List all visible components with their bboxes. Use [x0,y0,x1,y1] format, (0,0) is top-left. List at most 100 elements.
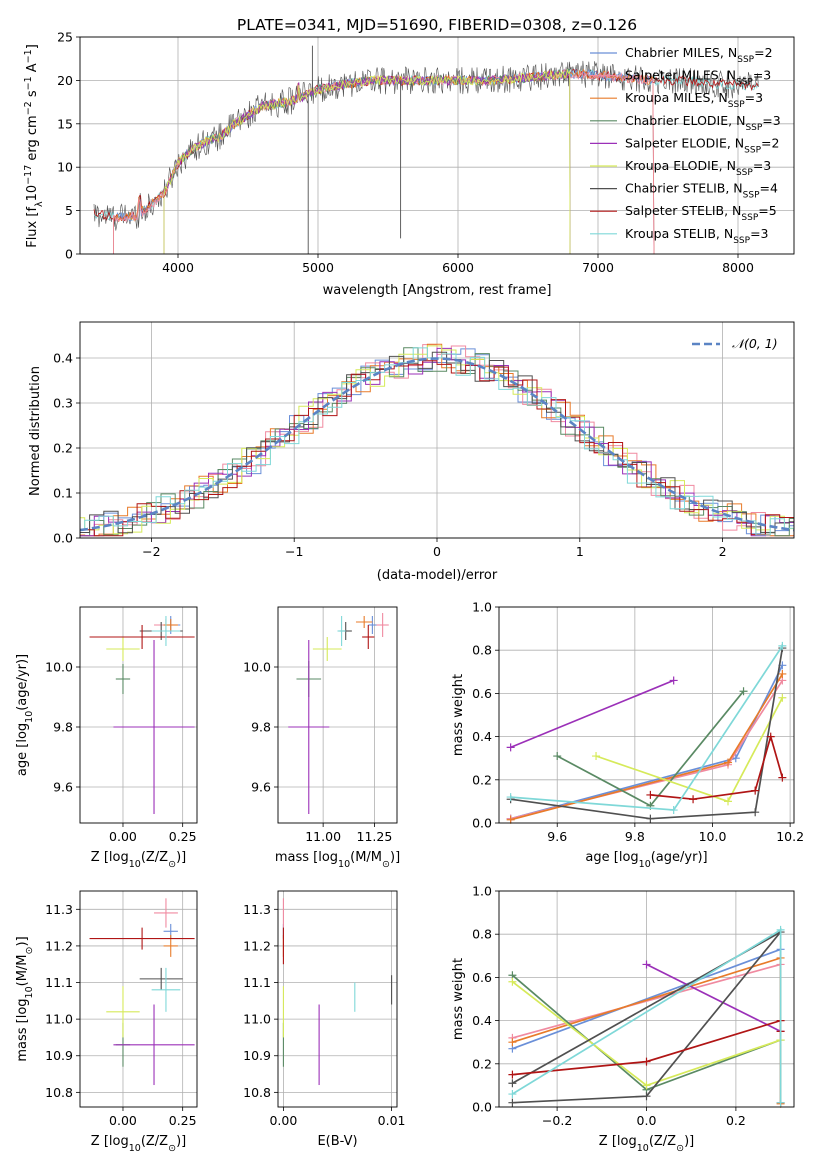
residuals-ylabel-text: Normed distribution [28,366,43,496]
weight-line [510,647,784,820]
weight-vs-Z-xlabel-part: (Z/Z [649,1134,676,1149]
legend-label: Chabrier ELODIE, NSSP=3 [625,113,781,133]
weight-marker [778,669,787,678]
legend-label: Salpeter MILES, NSSP=3 [625,68,771,88]
spectrum-ytick-label: 20 [57,73,73,88]
spectrum-ytick-label: 15 [57,116,73,131]
mass-vs-Z-frame [79,890,198,1108]
residual-histogram [80,347,794,536]
weight-marker [642,960,651,969]
residuals-ytick-label: 0.2 [53,441,73,456]
age-vs-mass-xlabel-part: mass [ [275,850,318,865]
mass-vs-EBV-ytick-label: 11.2 [243,938,271,953]
age-vs-Z-ytick-label: 9.6 [53,780,73,795]
legend-label-tail: =4 [760,181,778,196]
age-vs-mass-xlabel: mass [log10(M/M⊙)] [275,850,400,870]
residuals-xlabel: (data-model)/error [377,568,498,583]
plot-layer: 4000 5000 6000 7000 80000510152025wavelength… [15,30,804,1154]
legend-label-tail: =3 [745,90,763,105]
age-vs-Z-xlabel-part: )] [176,850,186,865]
spectrum-frame [79,36,795,255]
weight-vs-Z-ytick-label: 0.4 [472,1013,492,1028]
weight-vs-age-ytick-label: 1.0 [472,600,492,615]
spectrum-ytick-label: 10 [57,160,73,175]
spectrum-ytick-label: 0 [65,247,73,262]
mass-vs-Z-xlabel-part: log [109,1134,129,1149]
age-vs-mass-xlabel-part: (M/M [350,850,382,865]
mass-vs-Z-xlabel-part: ⊙ [168,1143,176,1154]
weight-marker [724,758,733,767]
legend-label-main: Salpeter MILES, N [625,68,736,83]
spectrum-ylabel-part: erg cm [25,115,40,164]
age-vs-Z-ylabel-part: 10 [24,711,35,723]
weight-marker [751,786,760,795]
legend-label: Kroupa ELODIE, NSSP=3 [625,158,771,178]
residuals-xtick-label: 1 [576,544,584,559]
legend-label: Kroupa STELIB, NSSP=3 [625,226,769,246]
weight-vs-Z-xlabel-part: ⊙ [676,1143,684,1154]
age-vs-Z-xlabel-part: ⊙ [168,859,176,870]
spectrum-ylabel-part: ] [25,44,40,49]
weight-vs-Z-xlabel-part: 10 [637,1143,649,1154]
mass-vs-Z-ylabel-part: (M/M [15,954,30,986]
spectrum-line [113,68,655,254]
weight-vs-age-xtick-label: 10.2 [776,829,804,844]
legend-label-sub: SSP [745,123,762,133]
weight-line [510,664,784,820]
legend-label-sub: SSP [741,213,758,223]
weight-marker [778,773,787,782]
weight-marker [776,1098,785,1107]
age-vs-mass-ytick-label: 9.6 [251,780,271,795]
weight-vs-age-xlabel-part: log [619,850,639,865]
figure-title: PLATE=0341, MJD=51690, FIBERID=0308, z=0… [237,16,637,34]
residuals-xtick-label: 0 [433,544,441,559]
spectrum-ylabel-part: A [25,63,40,76]
weight-vs-Z-frame [498,890,795,1108]
spectrum-xtick-label: 6000 [442,260,474,275]
normal-curve [80,357,794,532]
spectrum-xlabel-text: wavelength [Angstrom, rest frame] [323,283,552,298]
weight-marker [508,1098,517,1107]
weight-marker [508,977,517,986]
spectrum-xtick-label: 5000 [302,260,334,275]
spectrum-xtick-label: 8000 [722,260,754,275]
weight-vs-Z-ytick-label: 0.0 [472,1100,492,1115]
weight-vs-Z-ylabel-text: mass weight [451,958,466,1040]
weight-marker [506,815,515,824]
weight-vs-age-ylabel-text: mass weight [451,674,466,756]
weight-vs-Z-xtick-label: −0.2 [542,1113,572,1128]
weight-marker [592,752,601,761]
spectrum-ylabel-text: Flux [fλ10−17 erg cm−2 s−1 A−1] [23,44,45,248]
age-vs-mass-frame [277,606,398,824]
legend-label-sub: SSP [736,78,753,88]
weight-marker [553,752,562,761]
weight-vs-age-xtick-label: 10.0 [699,829,727,844]
residuals-xtick-label: −2 [142,544,160,559]
legend-label-main: Salpeter STELIB, N [625,203,741,218]
age-vs-Z-ytick-label: 9.8 [53,720,73,735]
mass-vs-EBV-xtick-label: 0.01 [378,1113,406,1128]
mass-vs-Z-ylabel-part: 10 [24,986,35,998]
mass-vs-Z-ylabel-part: )] [15,936,30,946]
spectrum-ytick-label: 5 [65,203,73,218]
weight-vs-age-xlabel-text: age [log10(age/yr)] [585,850,707,870]
age-vs-Z-ylabel-part: log [15,723,30,743]
mass-vs-Z-ylabel-text: mass [log10(M/M⊙)] [15,936,35,1061]
weight-marker [642,1081,651,1090]
residuals-frame [79,321,795,539]
legend-label-main: Kroupa STELIB, N [625,226,733,241]
weight-marker [776,925,785,934]
spectrum-xtick-label: 7000 [582,260,614,275]
weight-vs-Z-ytick-label: 0.2 [472,1056,492,1071]
weight-vs-age-ytick-label: 0.0 [472,816,492,831]
legend-label-main: Chabrier MILES, N [625,45,737,60]
age-vs-Z-xlabel-part: 10 [129,859,141,870]
mass-vs-Z-xlabel-part: (Z/Z [141,1134,168,1149]
weight-vs-age-ytick-label: 0.8 [472,643,492,658]
spectrum-xlabel-part: wavelength [Angstrom, rest frame] [323,283,552,298]
spectrum-ytick-label: 25 [57,30,73,45]
legend-label: Salpeter STELIB, NSSP=5 [625,203,777,223]
weight-vs-age-xlabel-part: 10 [639,859,651,870]
weight-vs-Z-xtick-label: 0.0 [637,1113,657,1128]
